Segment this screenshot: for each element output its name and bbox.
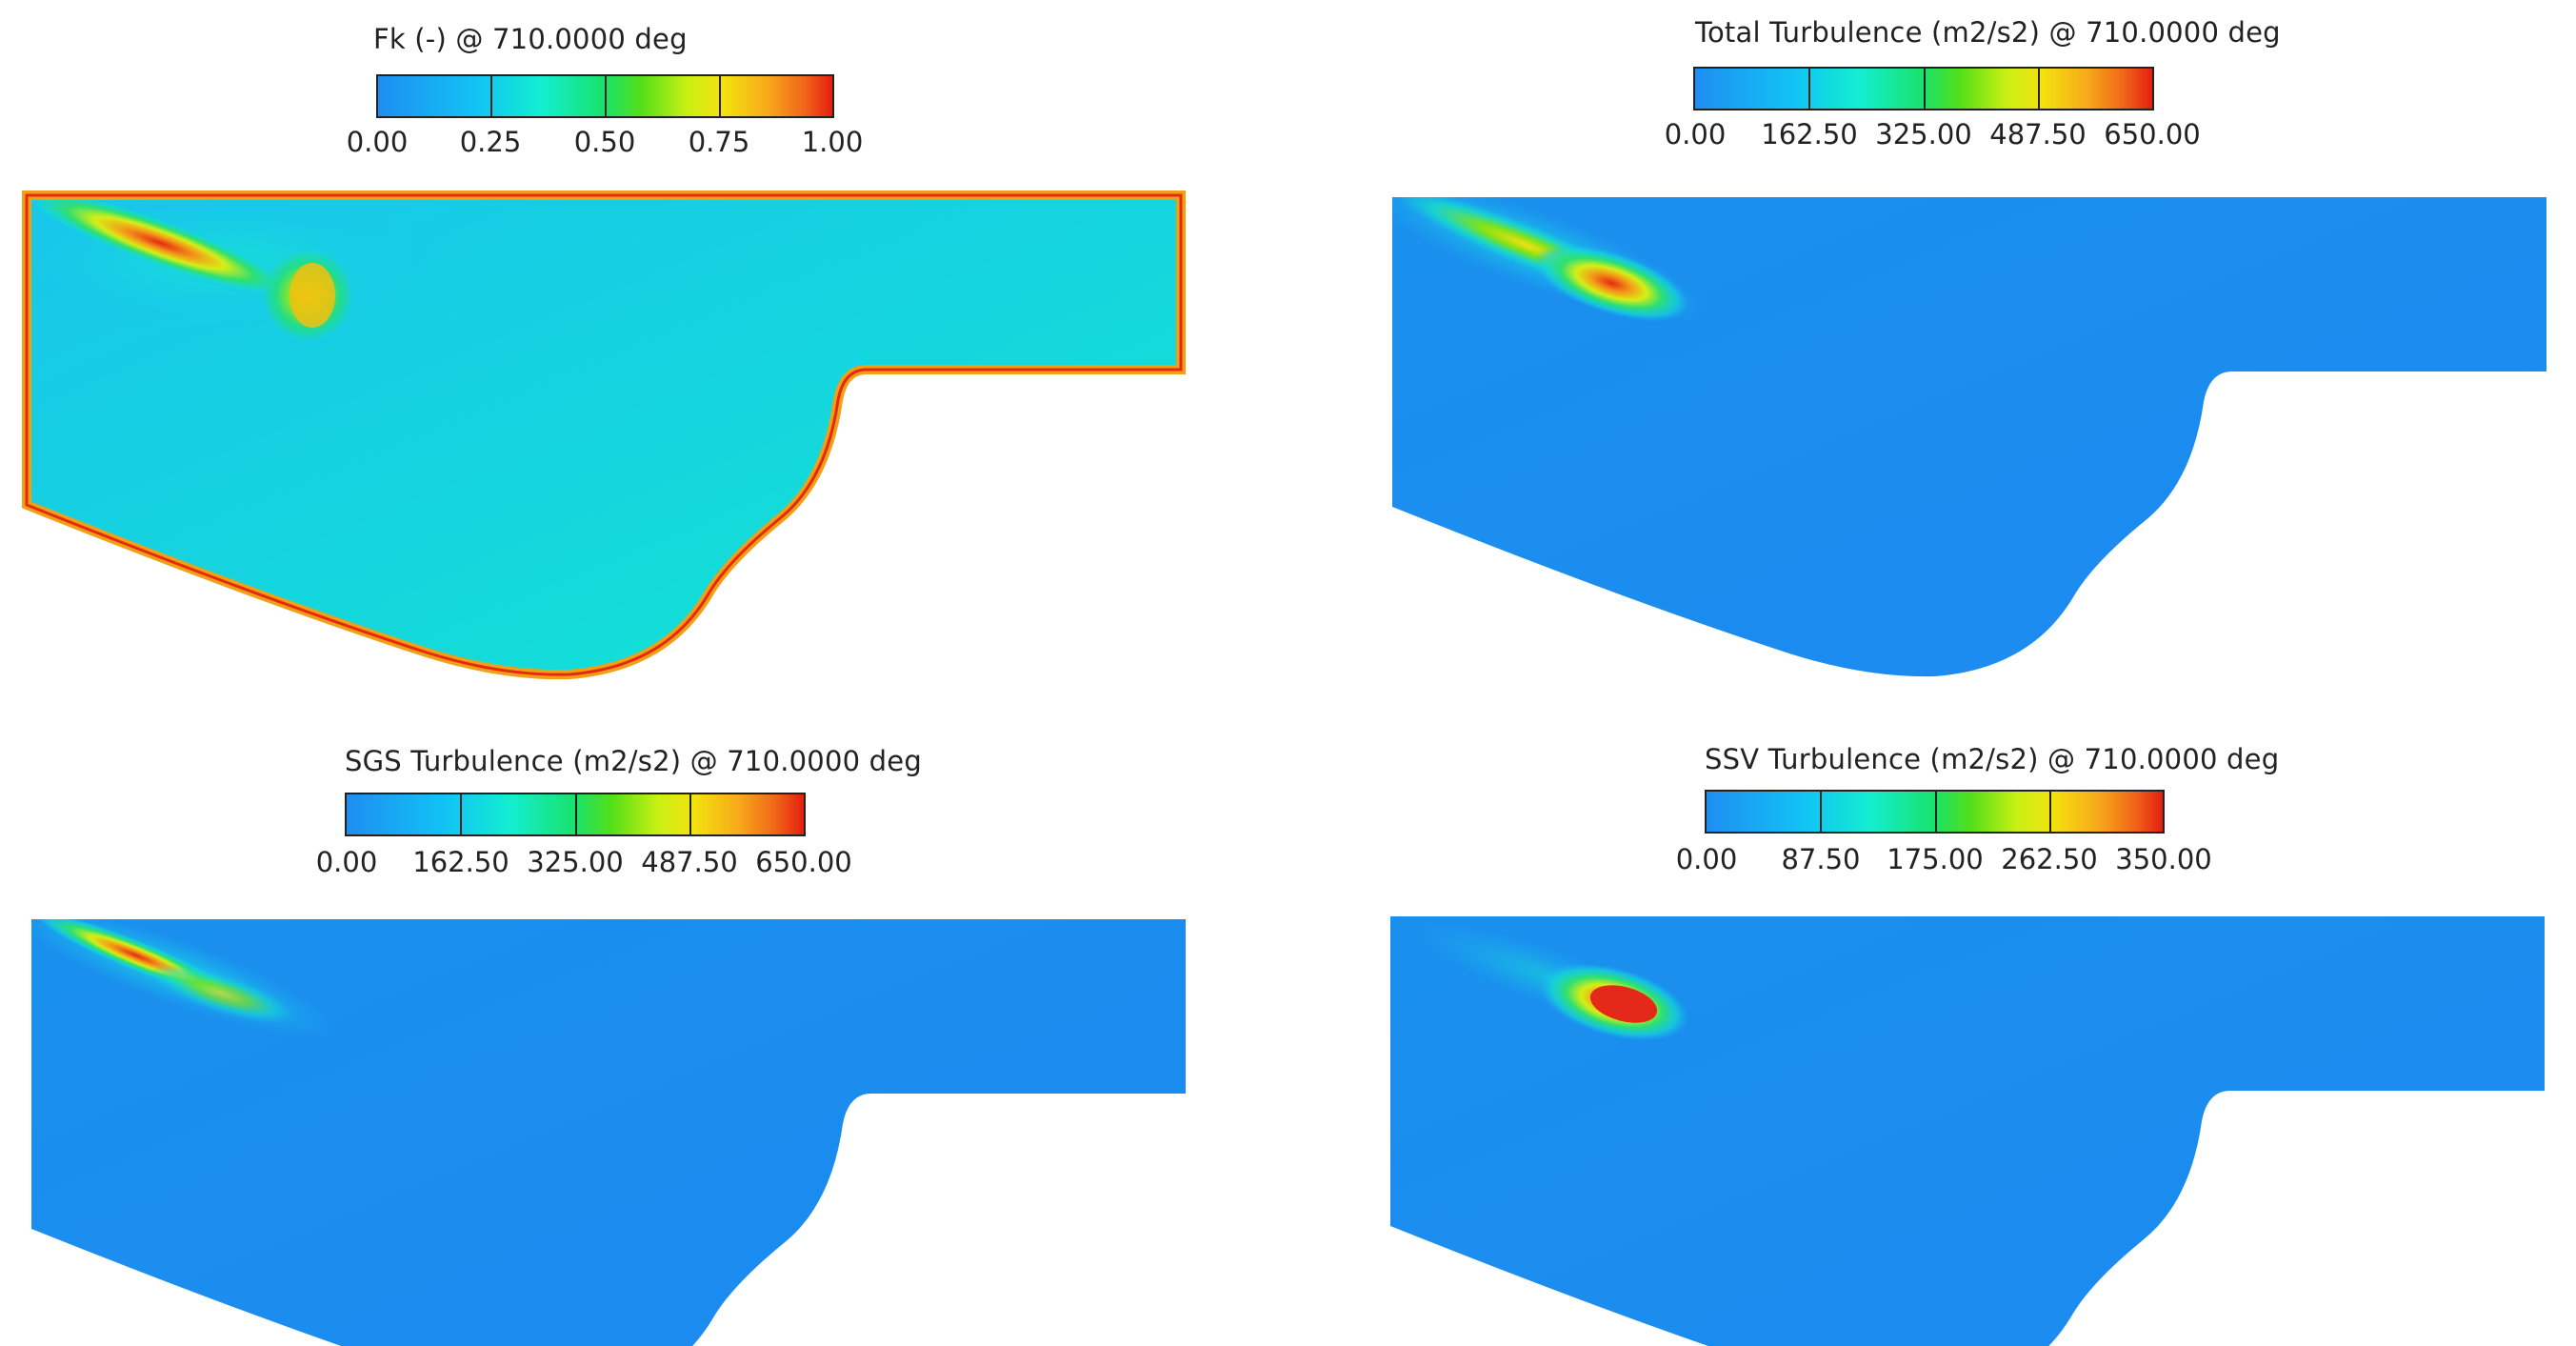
panel-title-ssv: SSV Turbulence (m2/s2) @ 710.0000 deg: [1705, 743, 2280, 775]
colorbar-tick-0: 0.00: [1664, 118, 1727, 151]
panel-title-sgs: SGS Turbulence (m2/s2) @ 710.0000 deg: [345, 745, 922, 777]
colorbar-tick-0: 0.00: [1675, 843, 1738, 875]
colorbar-tick-3: 262.50: [2001, 843, 2098, 875]
field-ssv: [1390, 916, 2545, 1346]
colorbar-tick-1: 162.50: [1761, 118, 1858, 151]
panel-title-total: Total Turbulence (m2/s2) @ 710.0000 deg: [1695, 16, 2281, 49]
colorbar-tick-2: 175.00: [1887, 843, 1984, 875]
colorbar-fk: [376, 74, 834, 118]
colorbar-tick-2: 325.00: [1875, 118, 1972, 151]
colorbar-sgs: [345, 793, 806, 836]
colorbar-tick-3: 487.50: [641, 846, 738, 878]
colorbar-total: [1693, 67, 2154, 110]
panel-title-fk: Fk (-) @ 710.0000 deg: [373, 23, 688, 55]
colorbar-tick-2: 325.00: [527, 846, 624, 878]
field-fk: [0, 168, 1181, 674]
colorbar-tick-1: 162.50: [412, 846, 509, 878]
colorbar-tick-3: 487.50: [1989, 118, 2087, 151]
colorbar-tick-3: 0.75: [688, 126, 750, 158]
colorbar-tick-0: 0.00: [346, 126, 409, 158]
colorbar-tick-4: 1.00: [801, 126, 864, 158]
field-sgs: [31, 919, 1186, 1346]
colorbar-ssv: [1705, 790, 2165, 834]
colorbar-tick-4: 650.00: [755, 846, 852, 878]
colorbar-tick-2: 0.50: [573, 126, 636, 158]
field-total: [1392, 197, 2546, 677]
colorbar-tick-4: 350.00: [2115, 843, 2212, 875]
colorbar-tick-0: 0.00: [315, 846, 378, 878]
colorbar-tick-4: 650.00: [2104, 118, 2201, 151]
colorbar-tick-1: 87.50: [1781, 843, 1861, 875]
colorbar-tick-1: 0.25: [459, 126, 522, 158]
